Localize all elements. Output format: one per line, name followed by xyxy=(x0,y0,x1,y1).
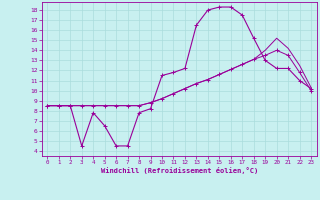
X-axis label: Windchill (Refroidissement éolien,°C): Windchill (Refroidissement éolien,°C) xyxy=(100,167,258,174)
